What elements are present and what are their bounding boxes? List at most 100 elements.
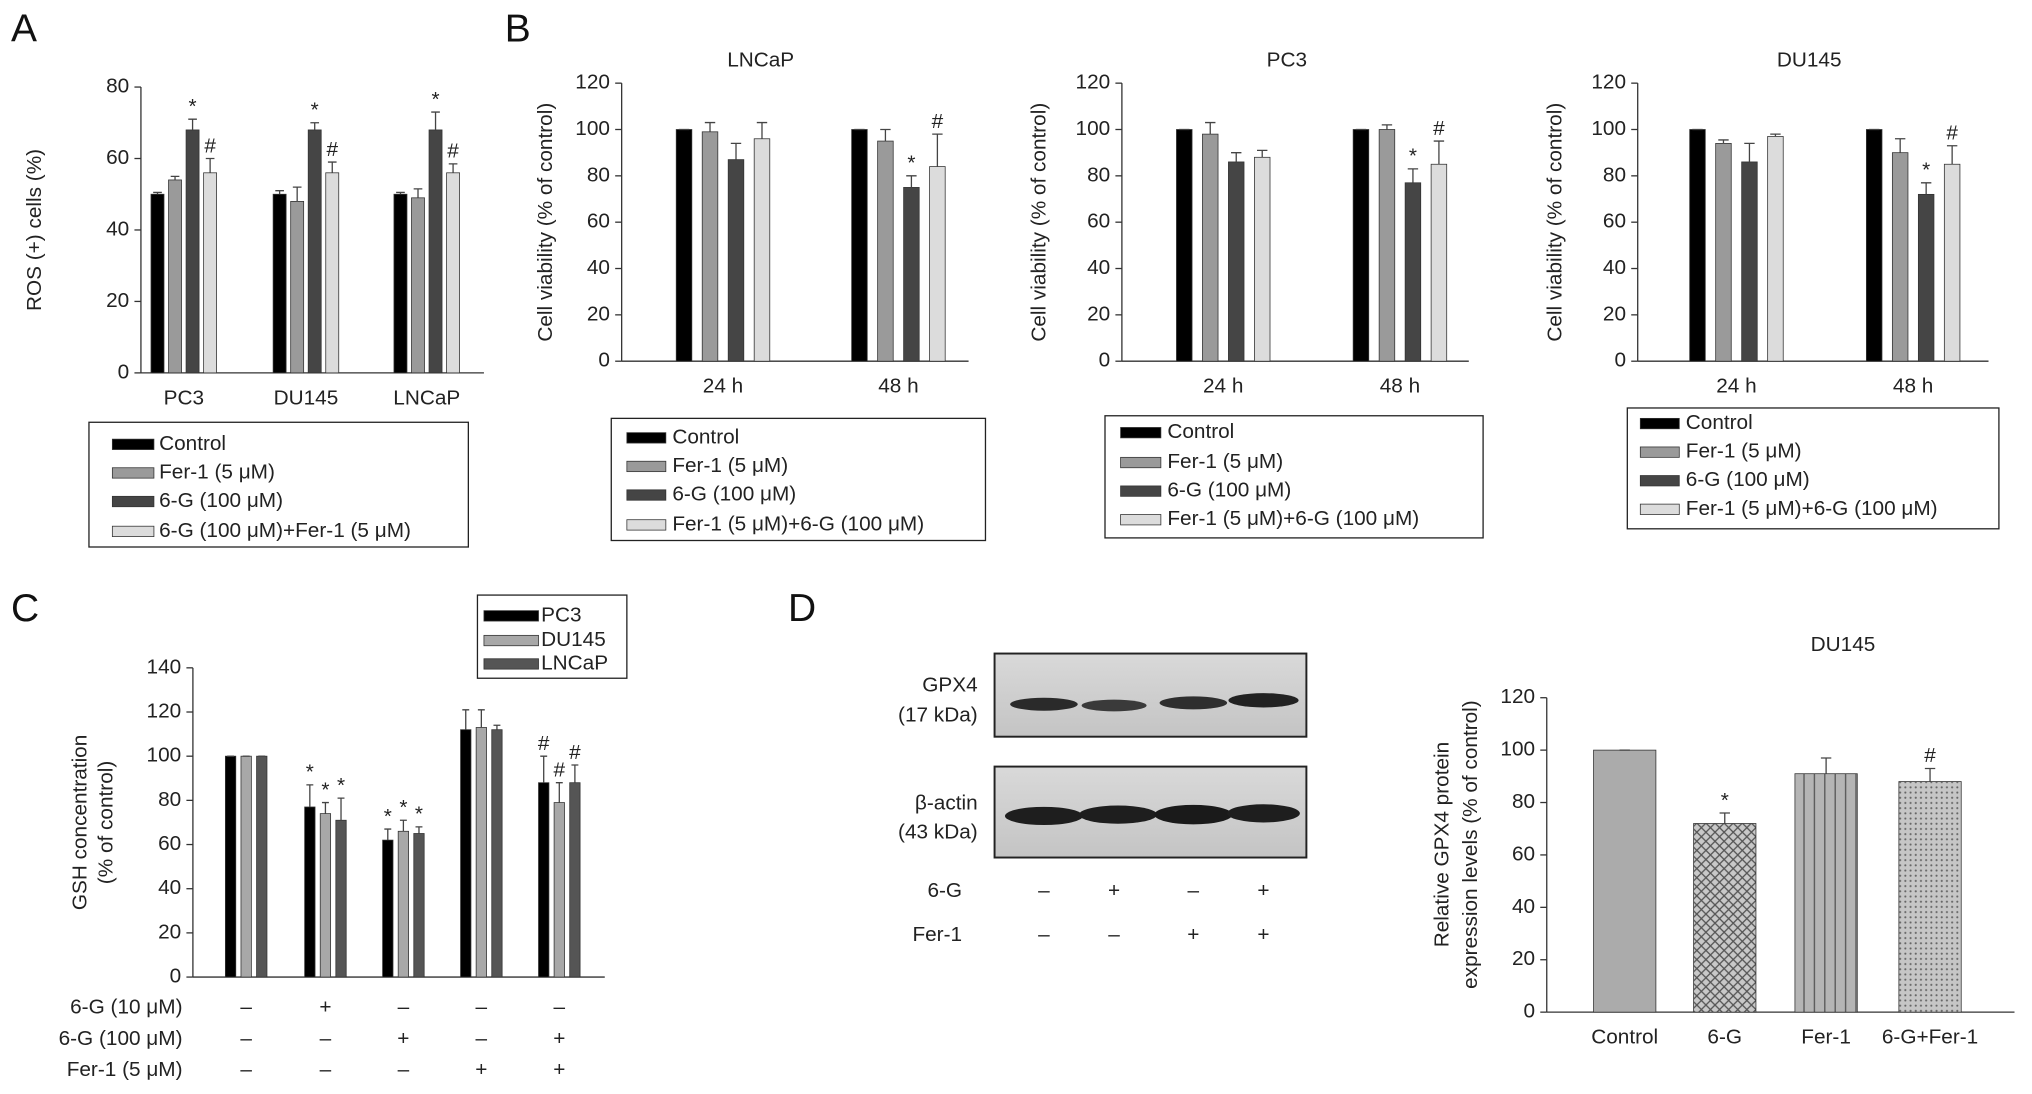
panel-label: B xyxy=(505,7,531,50)
bar xyxy=(1228,161,1245,362)
blot-condition-sign: + xyxy=(1257,923,1269,946)
blot-condition-sign: – xyxy=(1108,923,1120,946)
bar xyxy=(319,813,332,978)
bar xyxy=(1891,152,1909,362)
y-tick-label: 120 xyxy=(1076,71,1111,94)
significance-marker: # xyxy=(204,134,216,157)
western-blot: GPX4 (17 kDa) β-actin (43 kDa) xyxy=(898,652,1308,859)
error-bar xyxy=(396,191,405,195)
legend-label: Fer-1 (5 μM) xyxy=(1686,440,1802,463)
bar xyxy=(1943,163,1961,362)
condition-sign: + xyxy=(553,1058,565,1081)
significance-marker: # xyxy=(326,138,338,161)
legend-swatch xyxy=(483,634,539,647)
legend-label: Fer-1 (5 μM) xyxy=(1167,450,1283,473)
y-tick-label: 20 xyxy=(158,920,181,943)
y-axis-label: GSH concentration xyxy=(69,735,92,910)
condition-sign: + xyxy=(475,1058,487,1081)
error-bar xyxy=(1719,812,1730,824)
chart-title: DU145 xyxy=(1777,49,1842,72)
legend-label: 6-G (100 μM) xyxy=(1167,479,1291,502)
legend-label: Fer-1 (5 μM)+6-G (100 μM) xyxy=(1686,497,1938,520)
legend-swatch xyxy=(483,610,539,622)
y-tick-label: 0 xyxy=(598,349,610,372)
y-axis-label: Cell viability (% of control) xyxy=(534,103,557,342)
bar xyxy=(929,166,946,362)
legend-swatch xyxy=(626,489,667,501)
y-tick-label: 80 xyxy=(1603,163,1626,186)
bar xyxy=(428,129,443,374)
legend-label: 6-G (100 μM) xyxy=(159,489,283,512)
legend-label: Control xyxy=(1167,420,1234,443)
bar xyxy=(304,806,316,978)
x-tick-label: 48 h xyxy=(878,375,918,398)
bar xyxy=(1865,129,1883,362)
bar xyxy=(446,172,460,374)
significance-marker: # xyxy=(1433,117,1445,140)
condition-label: Fer-1 (5 μM) xyxy=(67,1058,183,1081)
y-tick-label: 120 xyxy=(1500,685,1535,708)
bar xyxy=(1693,823,1757,1013)
significance-marker: * xyxy=(907,152,915,175)
y-tick-label: 80 xyxy=(587,163,610,186)
blot-condition-sign: – xyxy=(1188,879,1200,902)
bar xyxy=(150,193,165,374)
y-tick-label: 0 xyxy=(1099,349,1111,372)
error-bar xyxy=(170,175,180,180)
significance-marker: * xyxy=(384,805,392,828)
legend-label: Fer-1 (5 μM)+6-G (100 μM) xyxy=(1167,507,1419,530)
error-bar xyxy=(493,724,501,730)
bar xyxy=(1794,773,1858,1013)
bar xyxy=(335,819,347,978)
bar xyxy=(393,193,408,374)
y-tick-label: 40 xyxy=(106,217,129,240)
error-bar xyxy=(1924,767,1936,782)
y-tick-label: 20 xyxy=(1603,302,1626,325)
blot-condition-label: Fer-1 xyxy=(912,923,962,946)
legend-swatch xyxy=(111,525,155,537)
y-tick-label: 100 xyxy=(575,117,610,140)
error-bar xyxy=(1257,149,1268,158)
legend-label: 6-G (100 μM)+Fer-1 (5 μM) xyxy=(159,519,411,542)
error-bar xyxy=(571,764,579,783)
y-tick-label: 40 xyxy=(158,876,181,899)
x-tick-label: 24 h xyxy=(1203,375,1243,398)
bar xyxy=(1917,193,1935,362)
legend-label: 6-G (100 μM) xyxy=(1686,468,1810,491)
y-tick-label: 40 xyxy=(1512,895,1535,918)
x-tick-label: DU145 xyxy=(274,386,339,409)
y-tick-label: 0 xyxy=(1614,349,1626,372)
blot-condition-sign: – xyxy=(1038,879,1050,902)
error-bar xyxy=(462,709,470,730)
y-axis-label: expression levels (% of control) xyxy=(1459,700,1482,989)
blot-band xyxy=(1081,699,1147,712)
y-tick-label: 40 xyxy=(1087,256,1110,279)
legend-label: DU145 xyxy=(541,628,606,651)
y-tick-label: 60 xyxy=(1603,210,1626,233)
condition-sign: – xyxy=(320,1027,332,1050)
bar xyxy=(1254,156,1271,362)
bar xyxy=(1767,136,1784,362)
chart-title: PC3 xyxy=(1267,49,1307,72)
error-bar xyxy=(310,122,320,130)
significance-marker: # xyxy=(569,741,581,764)
error-bar xyxy=(431,111,440,130)
bar xyxy=(307,129,322,374)
error-bar xyxy=(540,755,548,783)
y-tick-label: 0 xyxy=(118,360,130,383)
blot-size: (17 kDa) xyxy=(898,703,978,726)
blot-condition-sign: + xyxy=(1108,879,1120,902)
x-tick-label: LNCaP xyxy=(393,386,460,409)
significance-marker: # xyxy=(447,140,459,163)
x-tick-label: Fer-1 xyxy=(1801,1026,1851,1049)
bar xyxy=(382,839,394,978)
legend-label: Fer-1 (5 μM)+6-G (100 μM) xyxy=(672,512,924,535)
error-bar xyxy=(1946,145,1958,165)
x-tick-label: Control xyxy=(1591,1026,1658,1049)
panel-label: A xyxy=(11,7,37,50)
error-bar xyxy=(1231,152,1242,162)
error-bar xyxy=(415,826,423,834)
legend-label: Control xyxy=(1686,411,1753,434)
y-tick-label: 60 xyxy=(158,832,181,855)
blot-band xyxy=(1159,696,1228,710)
